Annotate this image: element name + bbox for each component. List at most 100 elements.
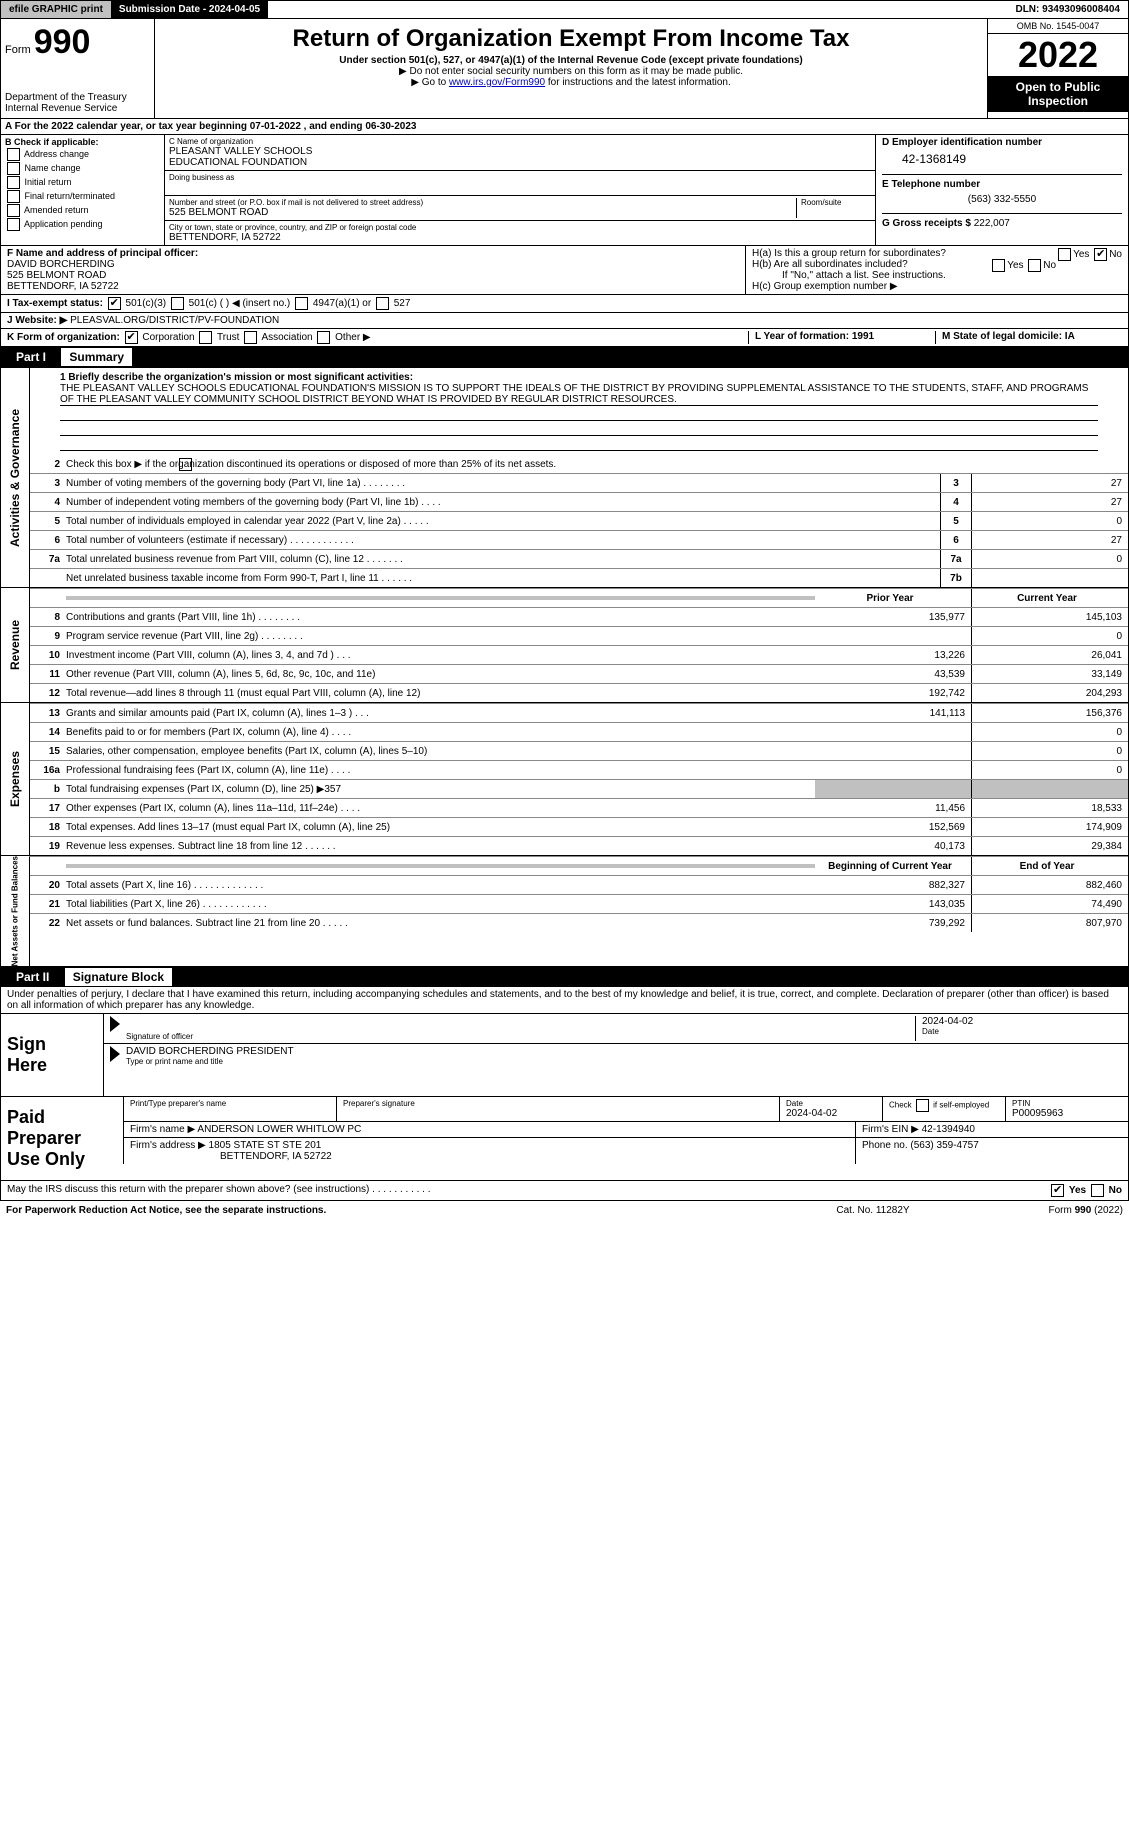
h-a-label: H(a) Is this a group return for subordin… — [752, 248, 946, 259]
summary-net-assets: Net Assets or Fund Balances Beginning of… — [0, 856, 1129, 967]
form-number-box: Form 990 Department of the Treasury Inte… — [1, 19, 155, 118]
summary-line: Net unrelated business taxable income fr… — [30, 568, 1128, 587]
summary-line: 22Net assets or fund balances. Subtract … — [30, 913, 1128, 932]
hb-yes-checkbox[interactable] — [992, 259, 1005, 272]
org-name-1: PLEASANT VALLEY SCHOOLS — [169, 146, 871, 157]
form-title: Return of Organization Exempt From Incom… — [159, 25, 983, 53]
line-1-label: 1 Briefly describe the organization's mi… — [60, 372, 413, 383]
firm-name-label: Firm's name ▶ — [130, 1124, 195, 1135]
prep-name-label: Print/Type preparer's name — [130, 1099, 330, 1108]
open-inspection: Open to Public Inspection — [988, 76, 1128, 112]
submission-date-button[interactable]: Submission Date - 2024-04-05 — [111, 1, 268, 18]
part-1-header: Part I Summary — [0, 347, 1129, 367]
firm-addr-1: 1805 STATE ST STE 201 — [209, 1140, 322, 1151]
summary-line: 17Other expenses (Part IX, column (A), l… — [30, 798, 1128, 817]
irs-link[interactable]: www.irs.gov/Form990 — [449, 77, 545, 88]
tab-expenses: Expenses — [1, 703, 30, 855]
b-checkbox[interactable] — [7, 176, 20, 189]
summary-line: 18Total expenses. Add lines 13–17 (must … — [30, 817, 1128, 836]
col-h: H(a) Is this a group return for subordin… — [746, 246, 1128, 294]
col-c: C Name of organization PLEASANT VALLEY S… — [165, 135, 1128, 245]
i-501c3-checkbox[interactable] — [108, 297, 121, 310]
line-2-checkbox[interactable] — [179, 458, 192, 471]
ein-value: 42-1368149 — [882, 148, 1122, 166]
firm-addr-2: BETTENDORF, IA 52722 — [130, 1151, 332, 1162]
summary-line: 19Revenue less expenses. Subtract line 1… — [30, 836, 1128, 855]
prep-date-label: Date — [786, 1099, 876, 1108]
officer-city: BETTENDORF, IA 52722 — [7, 281, 119, 292]
hdr-end-year: End of Year — [972, 857, 1128, 875]
summary-line: 15Salaries, other compensation, employee… — [30, 741, 1128, 760]
f-label: F Name and address of principal officer: — [7, 248, 198, 259]
m-label: M State of legal domicile: IA — [942, 331, 1075, 342]
self-employed-label: Check — [889, 1101, 914, 1110]
summary-line: 4Number of independent voting members of… — [30, 492, 1128, 511]
self-employed-checkbox[interactable] — [916, 1099, 929, 1112]
i-527-checkbox[interactable] — [376, 297, 389, 310]
i-4947-checkbox[interactable] — [295, 297, 308, 310]
prep-date-value: 2024-04-02 — [786, 1108, 876, 1119]
discuss-no-checkbox[interactable] — [1091, 1184, 1104, 1197]
form-number: 990 — [34, 23, 91, 61]
i-501c-checkbox[interactable] — [171, 297, 184, 310]
line-2-text: Check this box ▶ if the organization dis… — [66, 459, 556, 470]
firm-phone-value: (563) 359-4757 — [910, 1140, 978, 1151]
goto-line: ▶ Go to www.irs.gov/Form990 for instruct… — [159, 77, 983, 88]
c-name-label: C Name of organization — [169, 137, 871, 146]
summary-line: 7aTotal unrelated business revenue from … — [30, 549, 1128, 568]
city-value: BETTENDORF, IA 52722 — [169, 232, 871, 243]
b-checkbox[interactable] — [7, 204, 20, 217]
sign-here-label: SignHere — [1, 1014, 103, 1096]
k-other-checkbox[interactable] — [317, 331, 330, 344]
paid-preparer-block: Paid Preparer Use Only Print/Type prepar… — [0, 1097, 1129, 1181]
hb-no-checkbox[interactable] — [1028, 259, 1041, 272]
hdr-prior-year: Prior Year — [815, 589, 972, 607]
signature-block: SignHere Signature of officer 2024-04-02… — [0, 1014, 1129, 1097]
phone-value: (563) 332-5550 — [882, 190, 1122, 209]
b-option: Final return/terminated — [5, 190, 160, 203]
b-checkbox[interactable] — [7, 148, 20, 161]
summary-expenses: Expenses 13Grants and similar amounts pa… — [0, 703, 1129, 856]
summary-line: 12Total revenue—add lines 8 through 11 (… — [30, 683, 1128, 702]
paid-preparer-label: Paid Preparer Use Only — [1, 1097, 123, 1180]
b-checkbox[interactable] — [7, 190, 20, 203]
discuss-yes-checkbox[interactable] — [1051, 1184, 1064, 1197]
officer-name-title: DAVID BORCHERDING PRESIDENT — [126, 1046, 1122, 1057]
b-option: Initial return — [5, 176, 160, 189]
city-label: City or town, state or province, country… — [169, 223, 871, 232]
firm-ein-label: Firm's EIN ▶ — [862, 1124, 919, 1135]
addr-label: Number and street (or P.O. box if mail i… — [169, 198, 796, 207]
k-trust-checkbox[interactable] — [199, 331, 212, 344]
b-option: Amended return — [5, 204, 160, 217]
h-b-note: If "No," attach a list. See instructions… — [752, 270, 1122, 281]
gross-receipts: 222,007 — [974, 218, 1010, 229]
b-checkbox[interactable] — [7, 218, 20, 231]
firm-name-value: ANDERSON LOWER WHITLOW PC — [197, 1124, 361, 1135]
summary-line: 14Benefits paid to or for members (Part … — [30, 722, 1128, 741]
k-corp-checkbox[interactable] — [125, 331, 138, 344]
type-name-label: Type or print name and title — [126, 1057, 1122, 1066]
firm-ein-value: 42-1394940 — [922, 1124, 975, 1135]
row-fh: F Name and address of principal officer:… — [0, 246, 1129, 295]
tax-year-range: A For the 2022 calendar year, or tax yea… — [5, 121, 416, 132]
l-label: L Year of formation: 1991 — [755, 331, 874, 342]
ptin-label: PTIN — [1012, 1099, 1122, 1108]
penalties-text: Under penalties of perjury, I declare th… — [0, 987, 1129, 1014]
firm-addr-label: Firm's address ▶ — [130, 1140, 206, 1151]
b-checkbox[interactable] — [7, 162, 20, 175]
summary-line: 9Program service revenue (Part VIII, lin… — [30, 626, 1128, 645]
part-1-title: Summary — [61, 348, 132, 366]
street-address: 525 BELMONT ROAD — [169, 207, 796, 218]
h-b-label: H(b) Are all subordinates included? — [752, 259, 908, 270]
discuss-text: May the IRS discuss this return with the… — [7, 1184, 1049, 1197]
ha-yes-checkbox[interactable] — [1058, 248, 1071, 261]
summary-line: 21Total liabilities (Part X, line 26) . … — [30, 894, 1128, 913]
tax-year: 2022 — [988, 34, 1128, 76]
d-label: D Employer identification number — [882, 137, 1042, 148]
k-assoc-checkbox[interactable] — [244, 331, 257, 344]
ha-no-checkbox[interactable] — [1094, 248, 1107, 261]
page-footer: For Paperwork Reduction Act Notice, see … — [0, 1201, 1129, 1220]
officer-addr: 525 BELMONT ROAD — [7, 270, 106, 281]
summary-ag: Activities & Governance 1 Briefly descri… — [0, 367, 1129, 588]
summary-line: 13Grants and similar amounts paid (Part … — [30, 703, 1128, 722]
